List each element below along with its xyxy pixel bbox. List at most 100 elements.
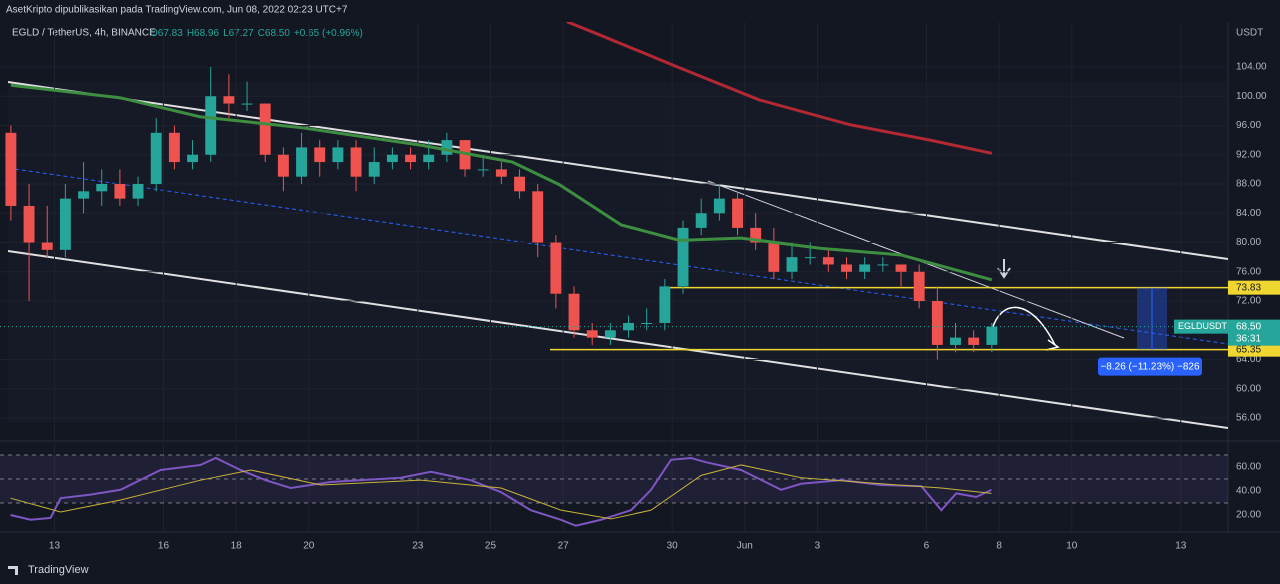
- x-tick-label: 6: [924, 541, 930, 552]
- candle-body: [822, 257, 834, 265]
- rsi-pane: [0, 443, 1228, 532]
- candle-body: [750, 227, 762, 243]
- drawings: [7, 81, 1228, 429]
- candle-body: [950, 337, 961, 345]
- arrow: [991, 306, 1056, 346]
- candle-body: [804, 257, 816, 259]
- countdown: 36:31: [1236, 333, 1261, 344]
- x-tick-label: 8: [996, 541, 1002, 552]
- y-tick-label: 96.00: [1236, 120, 1261, 131]
- candle-body: [296, 147, 307, 177]
- candle-body: [5, 132, 17, 206]
- axes: 104.00 100.00 96.00 92.00 88.00 84.00 80.00 76.…: [49, 62, 1280, 552]
- y-tick-label: 64.00: [1236, 354, 1261, 365]
- x-tick-label: 16: [158, 541, 170, 552]
- candle-body: [841, 264, 852, 272]
- candle-body: [78, 191, 90, 199]
- indicator-line: [566, 22, 993, 155]
- candle-body: [405, 154, 416, 163]
- candle-body: [786, 257, 798, 272]
- price-level-label: 65.35: [1236, 344, 1261, 355]
- y-tick-label: 76.00: [1236, 266, 1261, 277]
- candle-body: [205, 96, 217, 155]
- publisher: AsetKripto dipublikasikan pada TradingVi…: [6, 5, 348, 16]
- candle-body: [677, 227, 689, 287]
- candle-body: [350, 147, 362, 177]
- candle-body: [768, 242, 780, 272]
- candle-body: [568, 293, 580, 331]
- candle-body: [132, 184, 144, 199]
- y-tick-label: 56.00: [1236, 413, 1261, 424]
- symbol: EGLD / TetherUS, 4h, BINANCE: [12, 28, 156, 39]
- price-level-tag: [1228, 342, 1280, 357]
- candle-body: [895, 264, 907, 272]
- candle-body: [150, 132, 162, 185]
- candle-body: [986, 326, 998, 345]
- x-tick-label: 30: [667, 541, 679, 552]
- candle-body: [332, 147, 344, 163]
- candle-body: [713, 198, 725, 214]
- candle-body: [968, 337, 980, 345]
- candle-body: [96, 184, 108, 192]
- candle-body: [277, 154, 289, 177]
- ohlc-value: L67.27: [223, 28, 254, 39]
- y-tick-label: 92.00: [1236, 149, 1261, 160]
- channel-mid: [7, 167, 1228, 345]
- x-tick-label: 20: [303, 541, 315, 552]
- candle-body: [187, 154, 199, 163]
- y-tick-label: 104.00: [1236, 62, 1267, 73]
- candle-body: [241, 103, 253, 105]
- ohlc-value: H68.96: [187, 28, 220, 39]
- ohlc: O67.83 H68.96 L67.27 C68.50 +0.65 (+0.96%): [150, 28, 363, 39]
- candle-body: [259, 103, 271, 155]
- candle-body: [604, 330, 616, 338]
- y-tick-label: 60.00: [1236, 383, 1261, 394]
- symbol-tag: [1174, 319, 1228, 334]
- down-arrow: [997, 259, 1011, 279]
- candle-body: [877, 264, 889, 266]
- y-tick-label: 84.00: [1236, 208, 1261, 219]
- x-tick-label: 18: [231, 541, 243, 552]
- candle-body: [931, 301, 943, 345]
- last-price-tag: [1228, 319, 1280, 346]
- y-tick-label: 72.00: [1236, 296, 1261, 307]
- x-tick-label: 3: [815, 541, 821, 552]
- candle-body: [732, 198, 743, 228]
- x-tick-label: 23: [412, 541, 424, 552]
- indicator-line: [10, 456, 992, 527]
- measure-label: −8.26 (−11.23%) −826: [1100, 361, 1199, 372]
- candle-body: [59, 198, 71, 250]
- symbol-label: EGLDUSDT: [1178, 321, 1228, 331]
- candle-body: [586, 330, 598, 338]
- y-tick-label: 40.00: [1236, 486, 1261, 497]
- candle-body: [168, 132, 180, 163]
- candle-body: [659, 286, 671, 323]
- price-pane: [0, 22, 1228, 440]
- channel-fill: [8, 82, 1228, 422]
- price-level-label: 73.83: [1236, 282, 1261, 293]
- candle-body: [532, 191, 544, 243]
- x-tick-label: 13: [49, 541, 61, 552]
- candle-body: [41, 242, 53, 250]
- candle-body: [550, 242, 562, 294]
- candle-body: [423, 154, 435, 163]
- y-tick-label: 80.00: [1236, 237, 1261, 248]
- candle-body: [23, 205, 35, 243]
- candle-body: [913, 271, 925, 302]
- candle-body: [441, 140, 453, 155]
- candle-body: [859, 264, 871, 272]
- x-tick-label: 25: [485, 541, 497, 552]
- price-level-tag: [1228, 280, 1280, 295]
- ohlc-value: O67.83: [150, 28, 183, 39]
- candle-body: [114, 184, 126, 199]
- last-price-label: 68.50: [1236, 321, 1261, 332]
- x-tick-label: 27: [558, 541, 570, 552]
- channel-bottom: [7, 250, 1228, 429]
- x-tick-label: Jun: [737, 541, 753, 552]
- candle-body: [477, 169, 489, 171]
- x-tick-label: 10: [1066, 541, 1078, 552]
- y-tick-label: 88.00: [1236, 179, 1261, 190]
- candle-body: [223, 96, 235, 104]
- candle-body: [695, 213, 707, 228]
